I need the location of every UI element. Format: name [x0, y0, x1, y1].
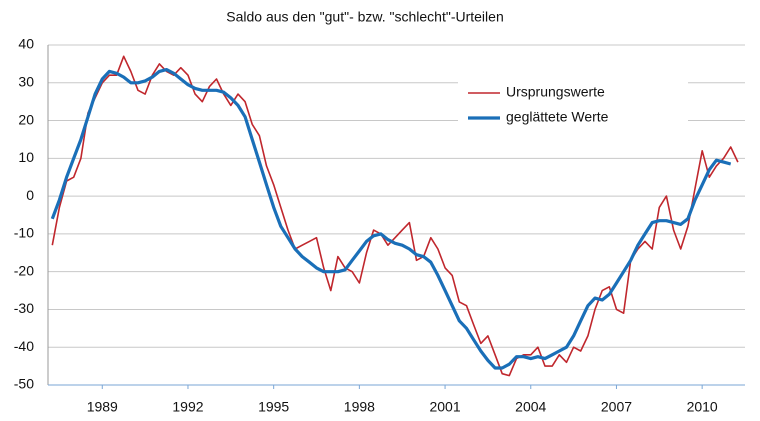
legend-box [458, 76, 688, 136]
x-tick-label: 2004 [515, 399, 546, 415]
y-tick-label: -20 [14, 262, 34, 278]
legend: Ursprungswerte geglättete Werte [458, 76, 688, 136]
x-tick-label: 1995 [258, 399, 289, 415]
chart-title: Saldo aus den "gut"- bzw. "schlecht"-Urt… [226, 9, 503, 25]
y-tick-label: -50 [14, 376, 34, 392]
x-tick-label: 1998 [344, 399, 375, 415]
x-tick-label: 1989 [87, 399, 118, 415]
y-tick-label: 30 [18, 73, 34, 89]
y-tick-label: -30 [14, 300, 34, 316]
y-tick-label: -10 [14, 225, 34, 241]
legend-label: Ursprungswerte [506, 84, 605, 100]
y-tick-label: 20 [18, 111, 34, 127]
x-tick-label: 1992 [172, 399, 203, 415]
x-tick-label: 2007 [601, 399, 632, 415]
series-line [51, 55, 739, 377]
legend-label: geglättete Werte [506, 109, 609, 125]
y-tick-label: 10 [18, 149, 34, 165]
y-tick-label: 0 [26, 187, 34, 203]
y-tick-label: -40 [14, 338, 34, 354]
y-tick-label: 40 [18, 36, 34, 52]
x-tick-label: 2001 [429, 399, 460, 415]
series-line [50, 68, 732, 370]
lines [50, 55, 739, 377]
x-tick-label: 2010 [687, 399, 718, 415]
grid: -50 -40 -30 -20 -10 0 10 20 30 40 1989 1992 1995 1998… [14, 36, 745, 415]
